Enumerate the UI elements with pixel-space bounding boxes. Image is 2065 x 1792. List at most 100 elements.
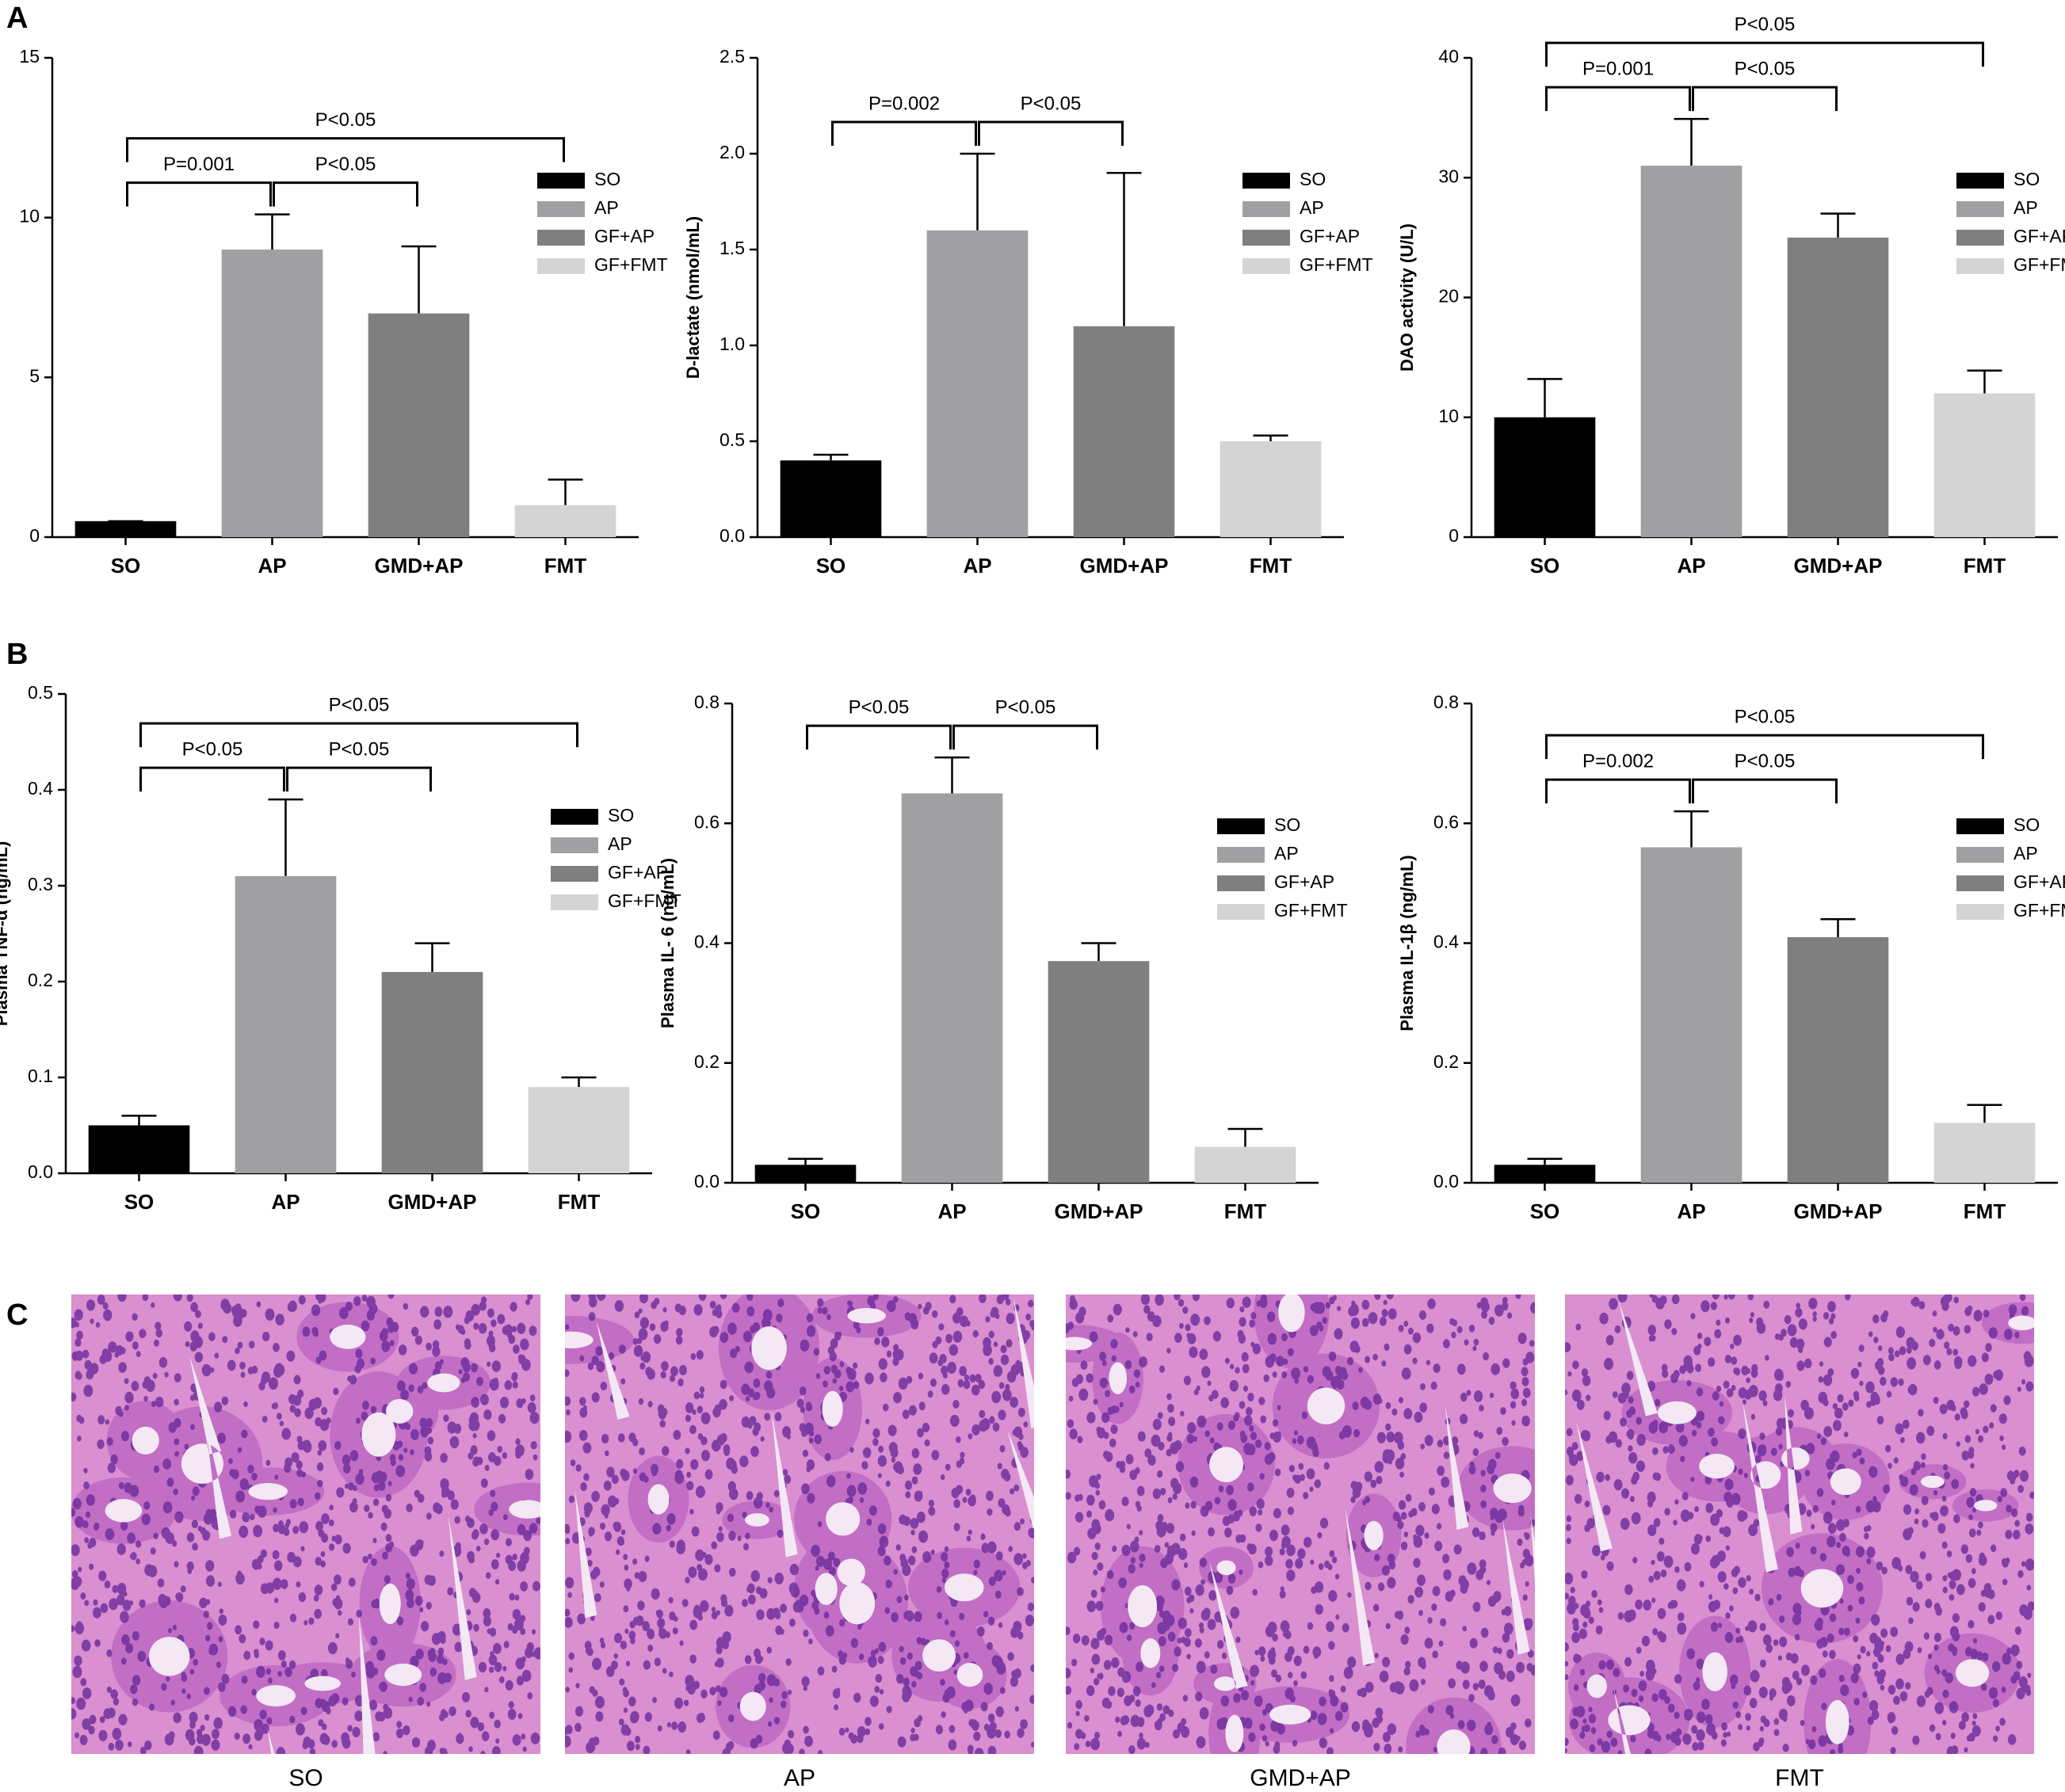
legend-label: AP [2013,843,2038,864]
significance-label: P=0.001 [163,154,235,175]
significance-bracket [1545,778,1691,804]
bar-chart: 0 10 20 30 40 DAO activity (U/L) SO AP GMD+AP FMT… [1397,13,2065,577]
x-tick-label: SO [816,554,846,578]
y-tick-label: 2.0 [720,142,745,162]
x-tick-label: FMT [1964,554,2006,578]
significance-bracket [831,120,977,146]
significance-label: P<0.05 [1735,706,1796,727]
gland [565,1294,1021,1748]
significance-label: P<0.05 [1735,13,1796,35]
y-tick-label: 0.5 [720,429,745,450]
bar-chart: B 0.0 0.1 0.2 0.3 0.4 0.5 Plasma TNF-α (ng/mL) S… [0,638,681,1214]
x-tick-label: AP [963,554,991,578]
bar [1073,326,1175,537]
y-tick-label: 20 [1438,286,1459,307]
significance-bracket [978,120,1124,146]
y-axis-label: Plasma IL-1β (ng/mL) [1397,855,1417,1031]
significance-label: P=0.002 [1582,750,1654,772]
bar [926,230,1029,537]
y-tick-label: 10 [19,206,40,227]
x-tick-label: FMT [544,554,587,578]
bar [1787,936,1889,1183]
x-tick-label: AP [1677,554,1705,578]
histology-image [565,1294,1034,1754]
legend-label: GF+AP [1274,871,1334,892]
legend-swatch [537,201,585,217]
legend-label: GF+FMT [608,890,681,911]
x-tick-label: SO [791,1199,821,1223]
significance-bracket [806,724,952,750]
legend-swatch [1217,875,1265,891]
significance-label: P<0.05 [329,694,390,715]
y-tick-label: 0.2 [694,1051,720,1072]
y-tick-label: 0.0 [694,1171,720,1191]
x-tick-label: GMD+AP [1080,554,1169,578]
y-tick-label: 1.0 [720,334,745,354]
y-tick-label: 0.3 [28,874,53,894]
x-tick-label: GMD+AP [388,1190,477,1214]
legend-label: GF+FMT [1300,254,1373,275]
bar [780,460,882,537]
y-tick-label: 0.8 [694,692,720,712]
significance-label: P<0.05 [1021,93,1082,114]
lumen [1576,1300,2034,1754]
y-tick-label: 0.8 [1433,692,1459,712]
significance-bracket [1692,778,1838,804]
significance-label: P<0.05 [995,696,1056,718]
bar [1220,441,1322,537]
y-tick-label: 40 [1438,46,1459,67]
nuclei [1565,1294,2034,1754]
bar [221,250,323,537]
y-axis-label: Plasma TNF-α (ng/mL) [0,841,11,1027]
legend-swatch [1956,173,2004,189]
legend-swatch [1242,258,1290,274]
histology-image [1565,1294,2034,1754]
legend-swatch [1242,201,1290,217]
bar [1494,417,1596,537]
bar [88,1125,190,1173]
x-tick-label: AP [937,1199,966,1223]
nuclei [1066,1294,1535,1754]
legend-swatch [537,230,585,246]
legend-label: GF+AP [1300,226,1360,246]
legend-label: AP [1274,843,1299,864]
y-tick-label: 0.2 [28,970,53,990]
x-tick-label: GMD+AP [1794,1199,1883,1223]
y-tick-label: 0.0 [1433,1171,1459,1191]
y-tick-label: 0 [1449,525,1459,546]
significance-bracket [1545,41,1984,67]
bar-chart: A051015Pancreatic histopathological scor… [6,2,668,578]
bar [1933,393,2036,537]
legend-label: SO [2013,169,2040,189]
bar [381,971,483,1173]
y-tick-label: 2.5 [720,46,745,67]
x-tick-label: AP [271,1190,300,1214]
y-tick-label: 0.1 [28,1066,53,1086]
legend-swatch [1956,230,2004,246]
significance-bracket [952,724,1098,750]
legend-label: GF+AP [2013,226,2065,246]
legend-label: AP [2013,197,2038,218]
legend-swatch [1242,230,1290,246]
legend-label: AP [1300,197,1324,218]
legend-swatch [1956,875,2004,891]
significance-bracket [126,137,565,162]
x-tick-label: FMT [1964,1199,2006,1223]
image-caption: SO [288,1765,323,1791]
legend-label: GF+FMT [1274,900,1348,921]
legend-swatch [551,894,598,910]
y-tick-label: 0.4 [694,932,720,952]
x-tick-label: SO [111,554,141,578]
significance-bracket [286,766,432,792]
y-axis-label: Plasma IL- 6 (ng/mL) [658,858,678,1028]
x-tick-label: AP [258,554,286,578]
significance-label: P<0.05 [1735,750,1796,772]
significance-bracket [126,181,272,207]
image-content [1565,1294,2034,1754]
significance-label: P<0.05 [315,154,376,175]
y-tick-label: 0.6 [1433,811,1459,832]
significance-bracket [1545,86,1691,112]
legend-swatch [551,809,598,825]
significance-label: P=0.002 [868,93,940,114]
